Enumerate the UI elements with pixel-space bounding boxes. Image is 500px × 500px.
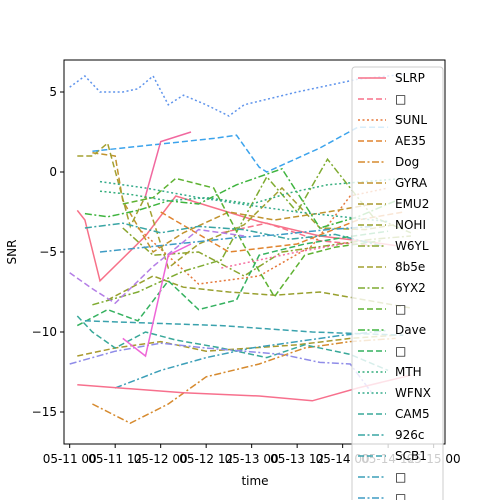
x-tick-label: 05-12 12 bbox=[179, 452, 233, 466]
series-line-18 bbox=[84, 320, 404, 336]
legend-label: Dave bbox=[395, 323, 426, 337]
y-tick-label: 5 bbox=[49, 85, 57, 99]
legend-box bbox=[351, 66, 444, 500]
series-line-9 bbox=[77, 141, 404, 270]
y-tick-label: −5 bbox=[39, 245, 57, 259]
series-layer bbox=[69, 73, 412, 425]
y-axis-ticks: −15 −10 −5 0 5 bbox=[32, 85, 64, 419]
series-line-15 bbox=[99, 180, 389, 223]
series-line-25 bbox=[122, 243, 192, 358]
series-line-16 bbox=[76, 315, 389, 372]
legend-label: SCB1 bbox=[395, 449, 427, 463]
legend-label: MTH bbox=[395, 365, 422, 379]
legend-label: 8b5e bbox=[395, 260, 425, 274]
y-tick-label: −10 bbox=[32, 325, 57, 339]
series-line-7 bbox=[107, 275, 412, 309]
legend-label: □ bbox=[395, 344, 406, 358]
legend-label: SLRP bbox=[395, 71, 425, 85]
x-tick-label: 05-13 00 bbox=[225, 452, 279, 466]
legend-label: 6YX2 bbox=[395, 281, 426, 295]
legend-label: □ bbox=[395, 302, 406, 316]
legend: SLRP □ SUNL AE35 Dog GYRA EMU2 NOHI W6YL 8b5e 6YX2… bbox=[351, 66, 444, 500]
series-line-21 bbox=[92, 126, 389, 173]
legend-label: W6YL bbox=[395, 239, 429, 253]
series-line-27 bbox=[221, 243, 343, 269]
series-line-1 bbox=[221, 222, 374, 247]
y-axis-label: SNR bbox=[5, 240, 19, 265]
legend-label: □ bbox=[395, 470, 406, 484]
x-axis-label: time bbox=[241, 474, 268, 488]
legend-label: GYRA bbox=[395, 176, 428, 190]
series-line-13 bbox=[76, 230, 389, 327]
series-line-11 bbox=[122, 177, 381, 299]
legend-label: CAM5 bbox=[395, 407, 430, 421]
x-tick-label: 05-12 00 bbox=[134, 452, 188, 466]
legend-label: SUNL bbox=[395, 113, 427, 127]
y-tick-label: −15 bbox=[32, 405, 57, 419]
legend-label: AE35 bbox=[395, 134, 426, 148]
series-line-22 bbox=[69, 73, 404, 117]
series-line-6 bbox=[77, 334, 396, 357]
legend-label: NOHI bbox=[395, 218, 426, 232]
x-tick-label: 05-11 00 bbox=[43, 452, 97, 466]
series-line-24 bbox=[69, 228, 245, 305]
legend-label: EMU2 bbox=[395, 197, 429, 211]
series-line-17 bbox=[84, 222, 381, 247]
series-line-19 bbox=[114, 329, 389, 389]
series-line-5 bbox=[92, 152, 374, 254]
legend-label: Dog bbox=[395, 155, 419, 169]
legend-label: □ bbox=[395, 491, 406, 500]
series-line-26 bbox=[144, 131, 192, 197]
y-tick-label: 0 bbox=[49, 165, 57, 179]
series-line-12 bbox=[84, 167, 396, 229]
series-line-2 bbox=[137, 187, 389, 285]
legend-label: WFNX bbox=[395, 386, 431, 400]
series-line-23 bbox=[69, 342, 374, 395]
x-tick-label: 05-11 12 bbox=[88, 452, 142, 466]
legend-label: □ bbox=[395, 92, 406, 106]
series-line-4 bbox=[92, 337, 396, 425]
series-line-20 bbox=[99, 225, 374, 253]
x-tick-label: 05-13 12 bbox=[270, 452, 324, 466]
legend-label: 926c bbox=[395, 428, 425, 442]
